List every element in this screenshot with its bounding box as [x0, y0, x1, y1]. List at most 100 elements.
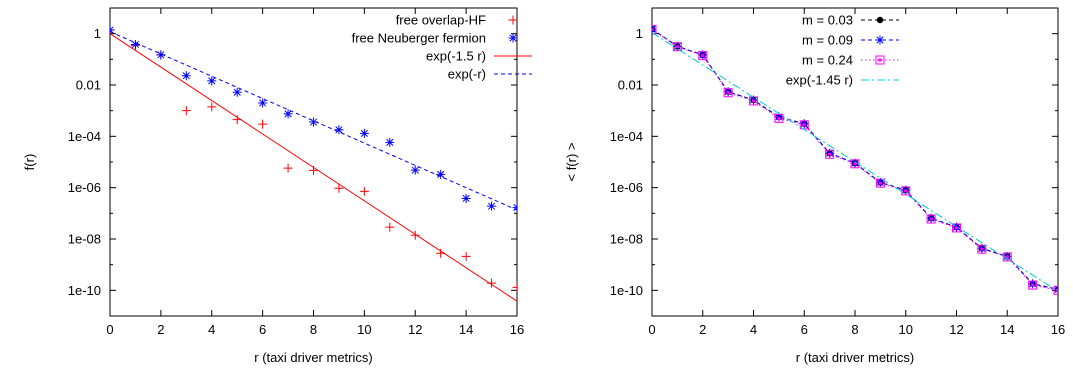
data-point	[232, 87, 242, 97]
legend-marker-box	[875, 55, 885, 65]
left-chart-panel: 0 2 4 6 8 10 12 14 16 1 0.01 1e-04 1e-06 1e-08 1e-10 r …	[22, 7, 532, 365]
data-point-box	[1053, 285, 1058, 295]
right-y-axis-label: < f(r) >	[564, 142, 579, 181]
data-point-dot	[675, 45, 679, 49]
x-tick-label: 2	[699, 322, 706, 337]
right-chart-panel: 0 2 4 6 8 10 12 14 16 1 0.01 1e-04 1e-06 1e-08 1e-10 r …	[564, 7, 1065, 365]
data-point	[130, 39, 140, 49]
data-point	[181, 71, 191, 81]
data-point	[283, 109, 293, 119]
x-tick-label: 6	[801, 322, 808, 337]
data-point	[487, 201, 497, 211]
legend-label: exp(-r)	[448, 67, 486, 82]
data-point-box	[926, 214, 936, 224]
data-point	[410, 165, 420, 175]
data-point-box	[850, 159, 860, 169]
data-point-dot	[828, 152, 832, 156]
data-point-box	[774, 113, 784, 123]
data-point-dot	[701, 54, 705, 58]
data-point-box	[799, 120, 809, 130]
data-point-box	[875, 178, 885, 188]
x-tick-label: 16	[510, 322, 524, 337]
x-tick-label: 4	[208, 322, 215, 337]
data-point	[334, 183, 344, 193]
legend-label: free Neuberger fermion	[352, 31, 486, 46]
y-tick-label: 1e-06	[610, 180, 643, 195]
data-point-dot	[726, 91, 730, 95]
data-point	[512, 282, 517, 292]
data-point	[512, 202, 517, 212]
data-point-box	[1028, 280, 1038, 290]
data-point-box	[723, 88, 733, 98]
legend-label: m = 0.24	[802, 53, 853, 68]
data-point	[926, 214, 936, 224]
data-point	[799, 120, 809, 130]
data-point-box	[825, 149, 835, 159]
data-point-box	[901, 186, 911, 196]
x-tick-label: 14	[1000, 322, 1014, 337]
data-point	[359, 128, 369, 138]
right-x-axis: 0 2 4 6 8 10 12 14 16	[648, 8, 1065, 337]
left-y-axis-label: f(r)	[22, 154, 37, 171]
data-point	[850, 159, 860, 169]
data-point	[1028, 280, 1038, 290]
legend-marker-dot	[878, 58, 882, 62]
x-tick-label: 0	[648, 322, 655, 337]
data-point	[774, 113, 784, 123]
data-point-box	[652, 25, 657, 35]
data-point	[309, 117, 318, 127]
data-point-dot	[980, 247, 984, 251]
y-tick-label: 1e-06	[68, 180, 101, 195]
data-point-box	[749, 96, 758, 106]
data-point	[385, 222, 395, 232]
right-legend: m = 0.03 m = 0.09 m = 0.24 exp(-1.45 r)	[786, 13, 899, 88]
x-tick-label: 8	[310, 322, 317, 337]
data-point	[334, 125, 344, 135]
legend-label: exp(-1.5 r)	[426, 49, 486, 64]
x-tick-label: 10	[899, 322, 913, 337]
data-point	[410, 230, 420, 240]
data-point	[283, 163, 293, 173]
data-point	[258, 119, 268, 129]
y-tick-label: 1	[94, 26, 101, 41]
left-y-axis: 1 0.01 1e-04 1e-06 1e-08 1e-10	[68, 7, 517, 317]
data-point-dot	[802, 123, 806, 127]
data-point	[698, 51, 708, 61]
x-tick-label: 12	[949, 322, 963, 337]
x-tick-label: 14	[459, 322, 473, 337]
left-plot-area	[110, 25, 517, 302]
data-point-dot	[1005, 255, 1009, 259]
data-point	[825, 149, 835, 159]
legend-marker	[876, 16, 884, 24]
x-tick-label: 0	[106, 322, 113, 337]
data-point	[359, 186, 369, 196]
data-point	[652, 25, 657, 35]
data-point-box	[698, 51, 708, 61]
y-tick-label: 1e-08	[68, 232, 101, 247]
left-x-axis-label: r (taxi driver metrics)	[254, 350, 372, 365]
data-point	[461, 193, 471, 203]
data-point	[487, 278, 497, 288]
x-tick-label: 8	[851, 322, 858, 337]
data-point	[385, 137, 395, 147]
data-point	[207, 76, 217, 86]
data-point	[901, 186, 911, 196]
data-point	[436, 169, 446, 179]
legend-label: free overlap-HF	[396, 13, 486, 28]
legend-marker	[508, 33, 518, 43]
y-tick-label: 1e-10	[610, 283, 643, 298]
data-point	[181, 106, 191, 116]
data-point-box	[1002, 252, 1012, 262]
x-tick-label: 16	[1051, 322, 1065, 337]
data-point-dot	[1031, 283, 1035, 287]
data-point-dot	[929, 217, 933, 221]
data-point-box	[952, 223, 961, 233]
y-tick-label: 1e-04	[610, 129, 643, 144]
legend-marker	[875, 55, 885, 65]
data-point	[749, 96, 758, 106]
x-tick-label: 10	[357, 322, 371, 337]
y-tick-label: 1	[636, 26, 643, 41]
y-tick-label: 0.01	[76, 78, 101, 93]
data-point-dot	[878, 181, 882, 185]
